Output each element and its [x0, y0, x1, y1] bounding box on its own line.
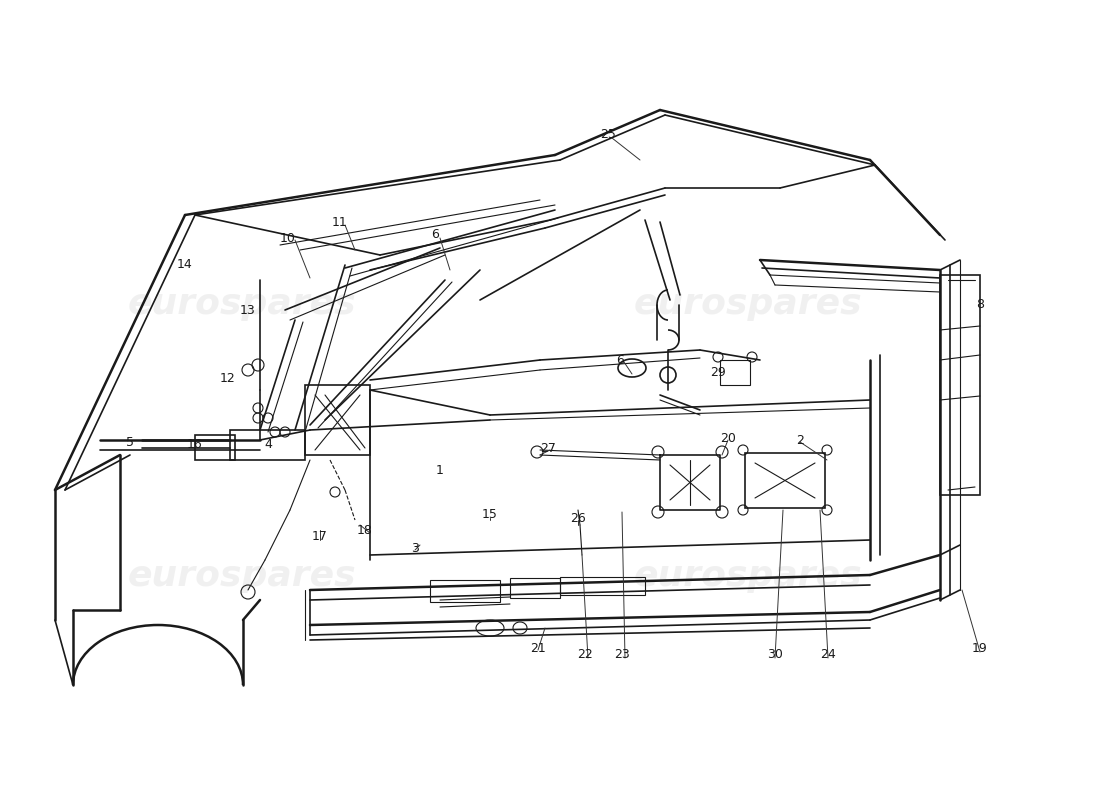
Text: 4: 4	[264, 438, 272, 451]
Text: 6: 6	[616, 354, 624, 366]
Text: 1: 1	[436, 463, 444, 477]
Bar	[510, 578, 560, 598]
Text: 11: 11	[332, 215, 348, 229]
Text: 3: 3	[411, 542, 419, 554]
Text: eurospares: eurospares	[128, 287, 356, 321]
Text: 12: 12	[220, 371, 235, 385]
Bar	[430, 580, 500, 602]
Bar	[745, 453, 825, 508]
Text: eurospares: eurospares	[128, 559, 356, 593]
Text: 25: 25	[601, 129, 616, 142]
Text: 13: 13	[240, 303, 256, 317]
Text: 17: 17	[312, 530, 328, 543]
Bar	[940, 275, 980, 495]
Text: 23: 23	[614, 649, 630, 662]
Text: 26: 26	[570, 511, 586, 525]
Bar	[305, 385, 370, 455]
Text: 6: 6	[431, 229, 439, 242]
Text: 8: 8	[976, 298, 984, 311]
Bar	[195, 435, 235, 460]
Text: 16: 16	[187, 438, 202, 451]
Text: 5: 5	[126, 437, 134, 450]
Bar	[230, 430, 305, 460]
Bar	[720, 360, 750, 385]
Text: 30: 30	[767, 649, 783, 662]
Text: 18: 18	[358, 523, 373, 537]
Text: 14: 14	[177, 258, 192, 271]
Text: 22: 22	[578, 649, 593, 662]
Text: 19: 19	[972, 642, 988, 654]
Text: 29: 29	[711, 366, 726, 378]
Text: eurospares: eurospares	[634, 287, 862, 321]
Text: 27: 27	[540, 442, 556, 454]
Bar	[560, 577, 645, 595]
Text: 15: 15	[482, 509, 498, 522]
Text: 21: 21	[530, 642, 546, 654]
Text: 10: 10	[280, 231, 296, 245]
Text: eurospares: eurospares	[634, 559, 862, 593]
Text: 20: 20	[720, 431, 736, 445]
Text: 2: 2	[796, 434, 804, 446]
Text: 24: 24	[821, 649, 836, 662]
